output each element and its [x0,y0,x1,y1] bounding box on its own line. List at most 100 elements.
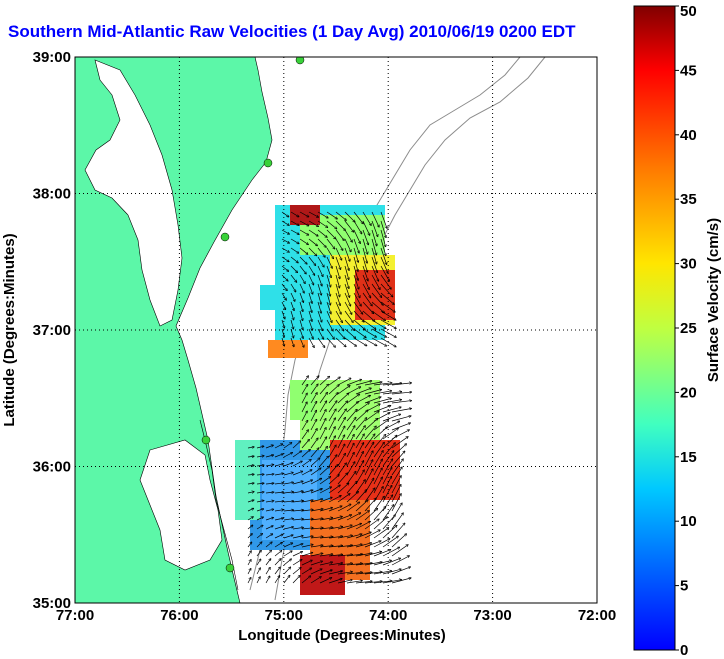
velocity-arrow [283,519,293,521]
velocity-arrow [362,211,371,225]
colorbar-tick-label: 25 [680,320,697,337]
colorbar-tick-label: 30 [680,256,697,273]
velocity-arrow [326,265,331,278]
velocity-arrow [247,578,251,584]
velocity-arrow [337,426,345,440]
velocity-arrow [256,577,260,584]
velocity-arrow [265,568,270,575]
velocity-arrow [283,453,292,458]
velocity-arrow [317,247,325,257]
velocity-arrow [301,480,312,485]
velocity-arrow [373,571,391,575]
velocity-arrow [355,434,364,449]
velocity-arrow [274,473,283,476]
velocity-arrow [346,513,360,521]
velocity-arrow [310,458,320,467]
velocity-arrow [353,283,360,298]
velocity-arrow [292,568,301,575]
velocity-arrow [283,535,293,539]
velocity-arrow [364,541,381,548]
velocity-arrow [317,283,321,295]
velocity-arrow [308,337,314,347]
velocity-arrow [326,301,331,314]
velocity-arrow [373,451,383,467]
velocity-arrow [283,463,293,467]
velocity-arrow [317,238,326,247]
velocity-arrow [380,265,389,281]
velocity-arrow [355,395,370,404]
velocity-arrow [391,430,409,440]
velocity-arrow [290,256,298,263]
velocity-arrow [371,211,379,227]
velocity-arrow [344,238,351,252]
velocity-arrow [382,468,392,485]
velocity-arrow [290,247,298,253]
velocity-arrow [391,476,401,494]
velocity-arrow [317,274,322,286]
velocity-arrow [364,498,376,512]
velocity-arrow [346,402,358,413]
velocity-arrow [256,542,262,548]
velocity-arrow [382,400,401,404]
velocity-arrow [292,471,303,476]
velocity-arrow [299,229,308,235]
velocity-arrow [373,442,384,458]
velocity-arrow [301,450,310,458]
velocity-arrow [373,487,383,503]
velocity-arrow [337,545,352,548]
velocity-arrow [310,468,321,476]
velocity-arrow [265,550,271,557]
velocity-arrow [265,509,273,512]
velocity-arrow [281,319,284,328]
velocity-arrow [391,437,408,449]
velocity-arrow [371,337,386,346]
colorbar-tick-label: 35 [680,191,697,208]
velocity-arrow [346,394,359,404]
velocity-arrow [317,310,322,322]
velocity-arrow [344,247,350,261]
velocity-arrow [380,310,396,320]
velocity-arrow [292,527,303,530]
velocity-arrow [382,459,392,476]
velocity-arrow [283,510,293,511]
velocity-arrow [364,488,375,503]
velocity-arrow [353,265,358,280]
velocity-arrow [382,414,400,422]
velocity-arrow [391,545,408,557]
velocity-arrow [292,519,303,520]
velocity-arrow [355,388,371,395]
velocity-arrow [281,247,289,252]
velocity-arrow [353,220,362,234]
velocity-arrow [299,292,303,302]
velocity-arrow [247,542,252,548]
plot-frame [74,56,598,604]
velocity-arrow [256,525,263,530]
velocity-arrow [247,525,253,530]
velocity-arrow [308,256,316,265]
velocity-arrow [301,553,312,557]
velocity-arrow [328,418,335,431]
velocity-arrow [310,499,322,503]
velocity-arrow [337,386,350,395]
velocity-arrow [364,382,382,386]
velocity-arrow [308,292,312,303]
x-tick-label: 74:00 [369,607,407,624]
velocity-arrow [346,443,354,458]
velocity-arrow [317,256,324,267]
velocity-arrow [290,337,294,347]
velocity-arrow [310,561,322,566]
velocity-arrow [337,444,345,458]
velocity-arrow [382,476,391,494]
velocity-arrow [283,501,293,502]
velocity-arrow [281,328,284,337]
x-axis-label: Longitude (Degrees:Minutes) [238,627,446,644]
velocity-arrow [265,474,274,475]
velocity-arrow [344,211,355,222]
velocity-arrow [283,527,293,530]
radar-station-marker [263,158,273,168]
velocity-arrow [281,220,289,225]
radar-station-marker [225,563,235,573]
colorbar-tick-label: 45 [680,62,697,79]
velocity-arrow [328,563,342,566]
velocity-arrow [301,519,313,520]
